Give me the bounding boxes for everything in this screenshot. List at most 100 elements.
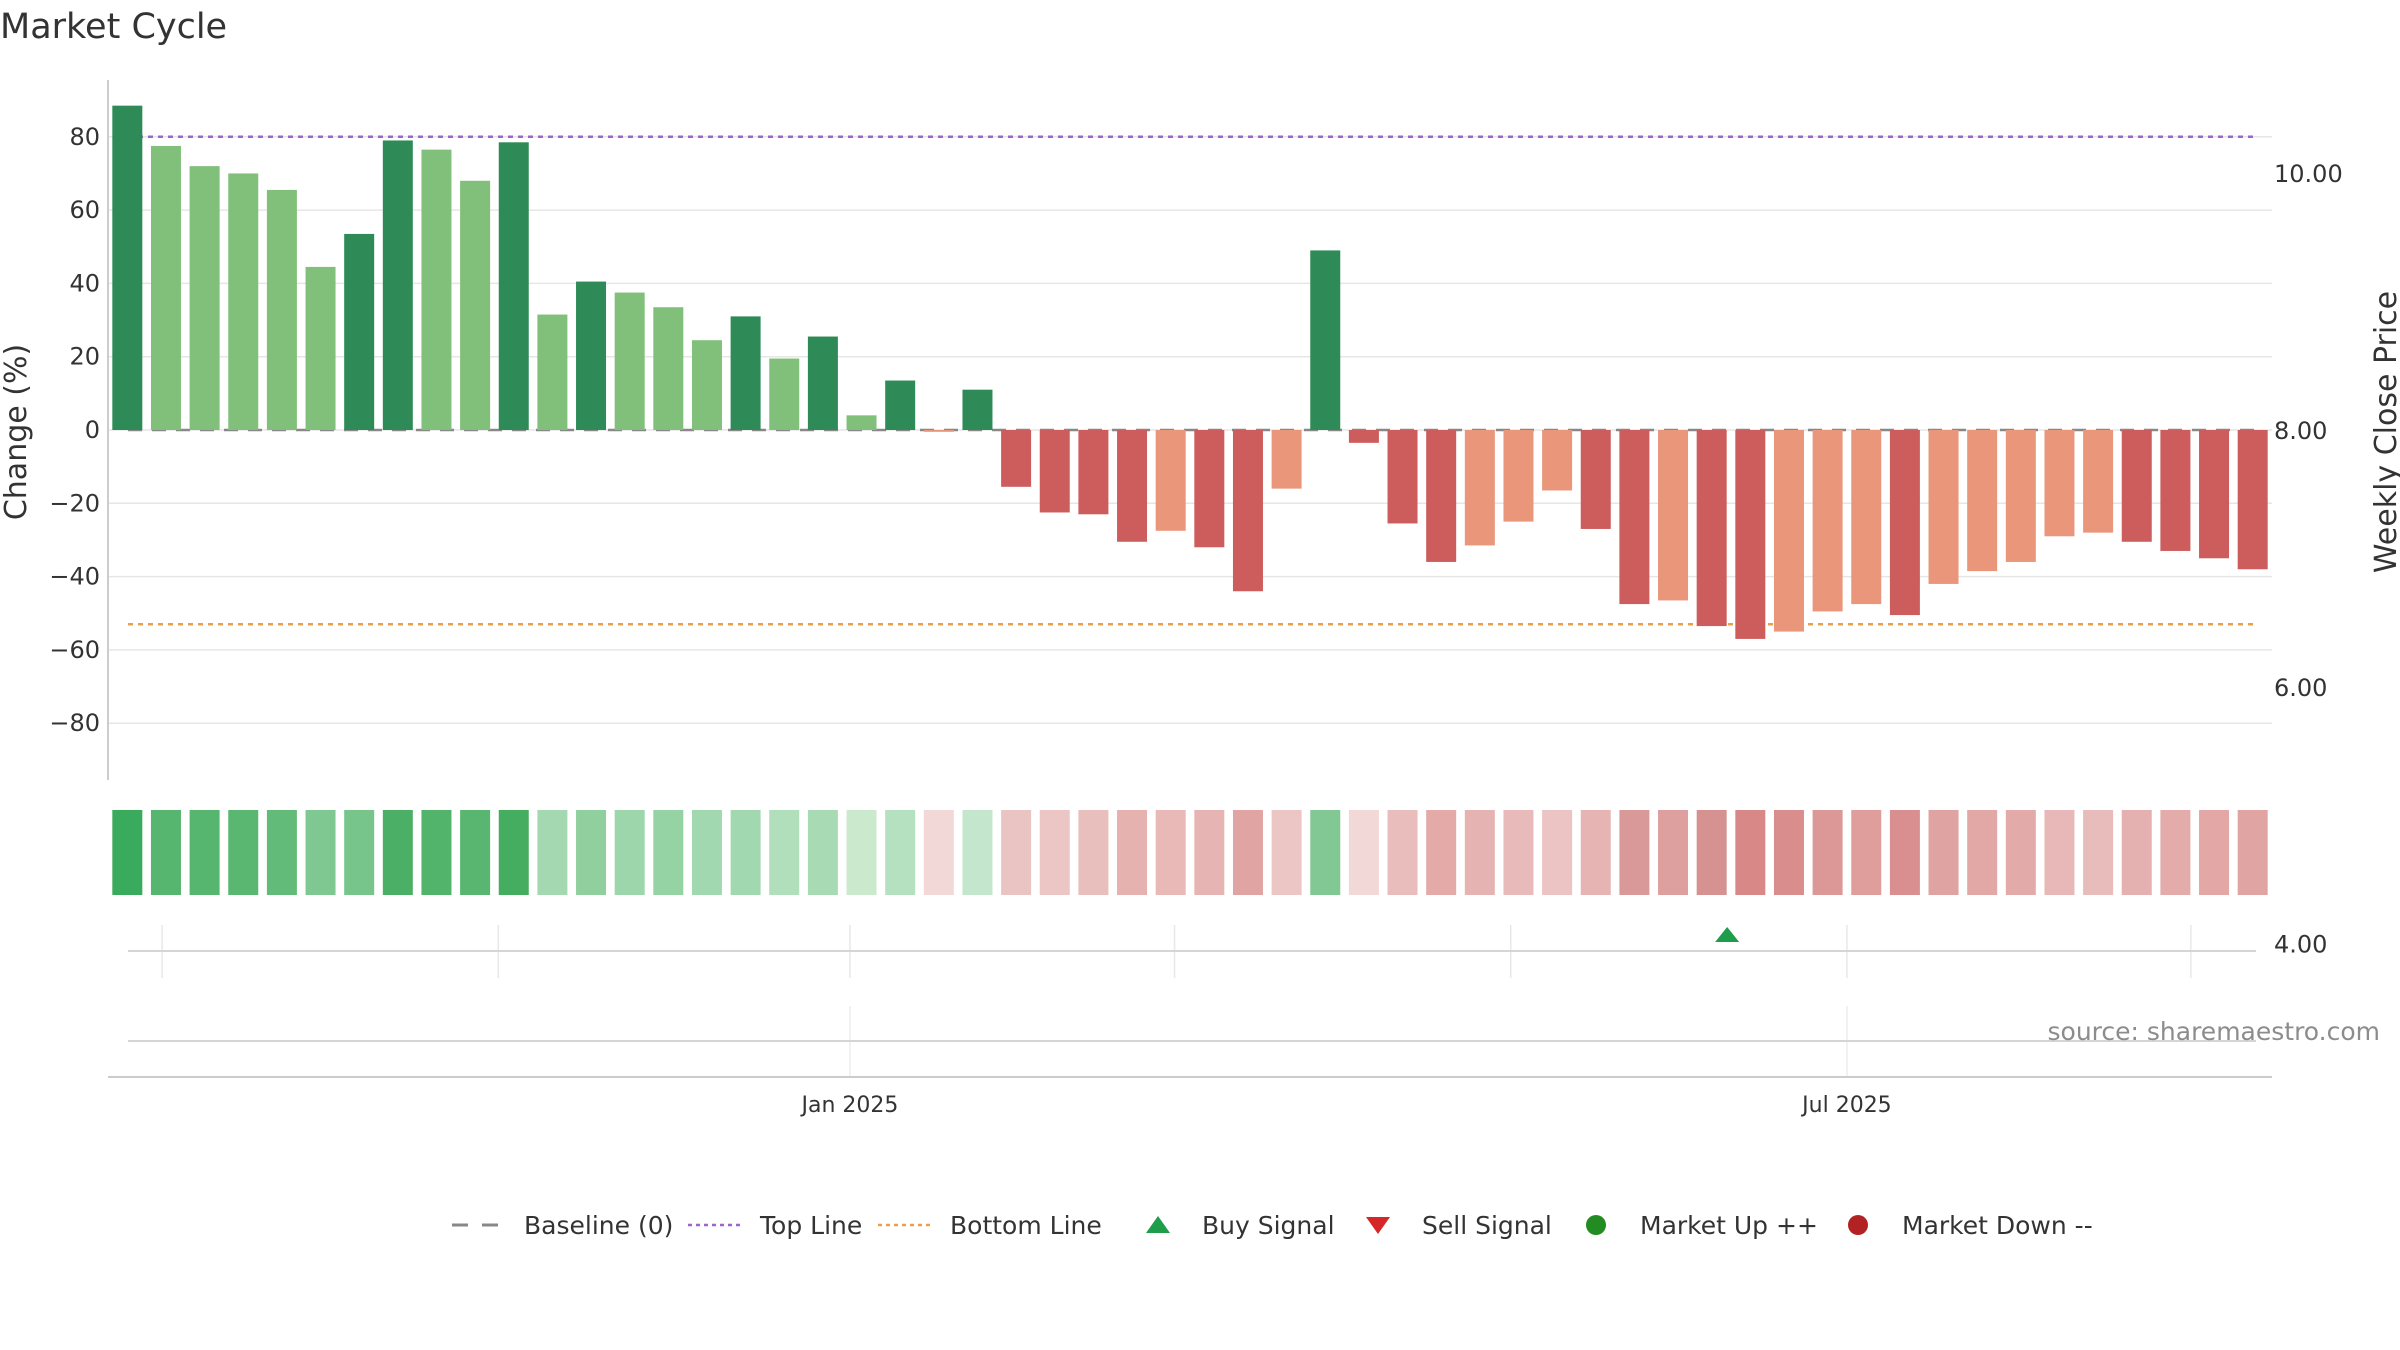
y2-tick-label: 6.00: [2274, 674, 2327, 702]
y-tick-label: 40: [69, 269, 100, 297]
y2-tick-label: 8.00: [2274, 417, 2327, 445]
y-tick-label: −20: [49, 489, 100, 517]
heat-cell: [1851, 810, 1882, 895]
bar: [1773, 430, 1804, 632]
bar: [150, 145, 181, 430]
bar: [1117, 430, 1148, 542]
bar: [653, 307, 684, 430]
y-tick-label: 0: [85, 416, 100, 444]
heat-cell: [344, 810, 375, 895]
legend: Baseline (0) Top Line Bottom Line Buy Signa…: [452, 1211, 2093, 1240]
x-tick-label: Jan 2025: [799, 1093, 898, 1118]
bar: [614, 292, 645, 430]
heat-cell: [1812, 810, 1843, 895]
legend-triangle-down-icon: [1366, 1217, 1390, 1234]
bar: [112, 105, 143, 431]
heat-cell: [769, 810, 800, 895]
bar: [1735, 430, 1766, 639]
heat-cell: [1928, 810, 1959, 895]
heat-cell: [1464, 810, 1495, 895]
y2-tick-label: 10.00: [2274, 160, 2343, 188]
heat-cell: [1001, 810, 1032, 895]
bar: [537, 314, 568, 430]
bar: [1039, 430, 1070, 513]
heat-cell: [846, 810, 877, 895]
bar: [344, 233, 375, 430]
heat-cell: [112, 810, 143, 895]
axes: 806040200−20−40−60−8012.0010.008.006.004…: [49, 80, 2343, 959]
bar: [1232, 430, 1263, 592]
legend-item: Buy Signal: [1146, 1211, 1335, 1240]
bar: [1310, 250, 1341, 430]
heat-cell: [498, 810, 529, 895]
bar: [305, 266, 336, 430]
heat-cell: [1658, 810, 1689, 895]
bar: [1348, 430, 1379, 443]
bar: [730, 316, 761, 430]
bar: [1271, 430, 1302, 489]
bar: [691, 340, 722, 430]
heat-cell: [576, 810, 607, 895]
bar: [2005, 430, 2036, 562]
signal-panel: [128, 925, 2256, 978]
bar: [2237, 430, 2268, 570]
heat-strip: [112, 810, 2268, 895]
heat-cell: [2121, 810, 2152, 895]
legend-label: Market Up ++: [1640, 1211, 1818, 1240]
y-tick-label: −80: [49, 709, 100, 737]
heat-cell: [1773, 810, 1804, 895]
heat-cell: [189, 810, 220, 895]
y-tick-label: −60: [49, 636, 100, 664]
heat-cell: [266, 810, 297, 895]
heat-cell: [1039, 810, 1070, 895]
legend-label: Top Line: [759, 1211, 862, 1240]
bar: [576, 281, 607, 430]
bar: [1387, 430, 1418, 524]
bar: [2160, 430, 2191, 551]
bar: [1928, 430, 1959, 584]
y2-axis-title: Weekly Close Price: [2369, 291, 2400, 573]
y2-tick-label: 4.00: [2274, 931, 2327, 959]
bar: [1619, 430, 1650, 605]
y-axis-title: Change (%): [0, 344, 34, 520]
legend-item: Market Up ++: [1586, 1211, 1818, 1240]
bar: [923, 430, 954, 432]
legend-item: Baseline (0): [452, 1211, 673, 1240]
date-axis: Jan 2025 Jul 2025: [108, 1006, 2272, 1118]
reference-lines: [128, 135, 2256, 626]
heat-cell: [1348, 810, 1379, 895]
bar: [1155, 430, 1186, 531]
bar: [1967, 430, 1998, 572]
bar: [2083, 430, 2114, 533]
y-tick-label: 60: [69, 196, 100, 224]
heat-cell: [807, 810, 838, 895]
bar: [1696, 430, 1727, 627]
heat-cell: [1271, 810, 1302, 895]
chart-title: Market Cycle: [0, 7, 227, 47]
legend-item: Top Line: [688, 1211, 862, 1240]
heat-cell: [962, 810, 993, 895]
heat-cell: [691, 810, 722, 895]
bar: [769, 358, 800, 430]
legend-label: Bottom Line: [950, 1211, 1102, 1240]
bar: [1078, 430, 1109, 515]
heat-cell: [1967, 810, 1998, 895]
bar: [807, 336, 838, 430]
bar: [1889, 430, 1920, 616]
bar: [460, 180, 491, 430]
bar: [228, 173, 259, 430]
heat-cell: [1310, 810, 1341, 895]
heat-cell: [305, 810, 336, 895]
y-tick-label: 20: [69, 343, 100, 371]
bar: [189, 166, 220, 430]
heat-cell: [1735, 810, 1766, 895]
heat-cell: [1387, 810, 1418, 895]
bar: [421, 149, 452, 430]
heat-cell: [1696, 810, 1727, 895]
heat-cell: [2044, 810, 2075, 895]
heat-cell: [1542, 810, 1573, 895]
bar: [2121, 430, 2152, 542]
bar: [266, 189, 297, 430]
heat-cell: [2237, 810, 2268, 895]
